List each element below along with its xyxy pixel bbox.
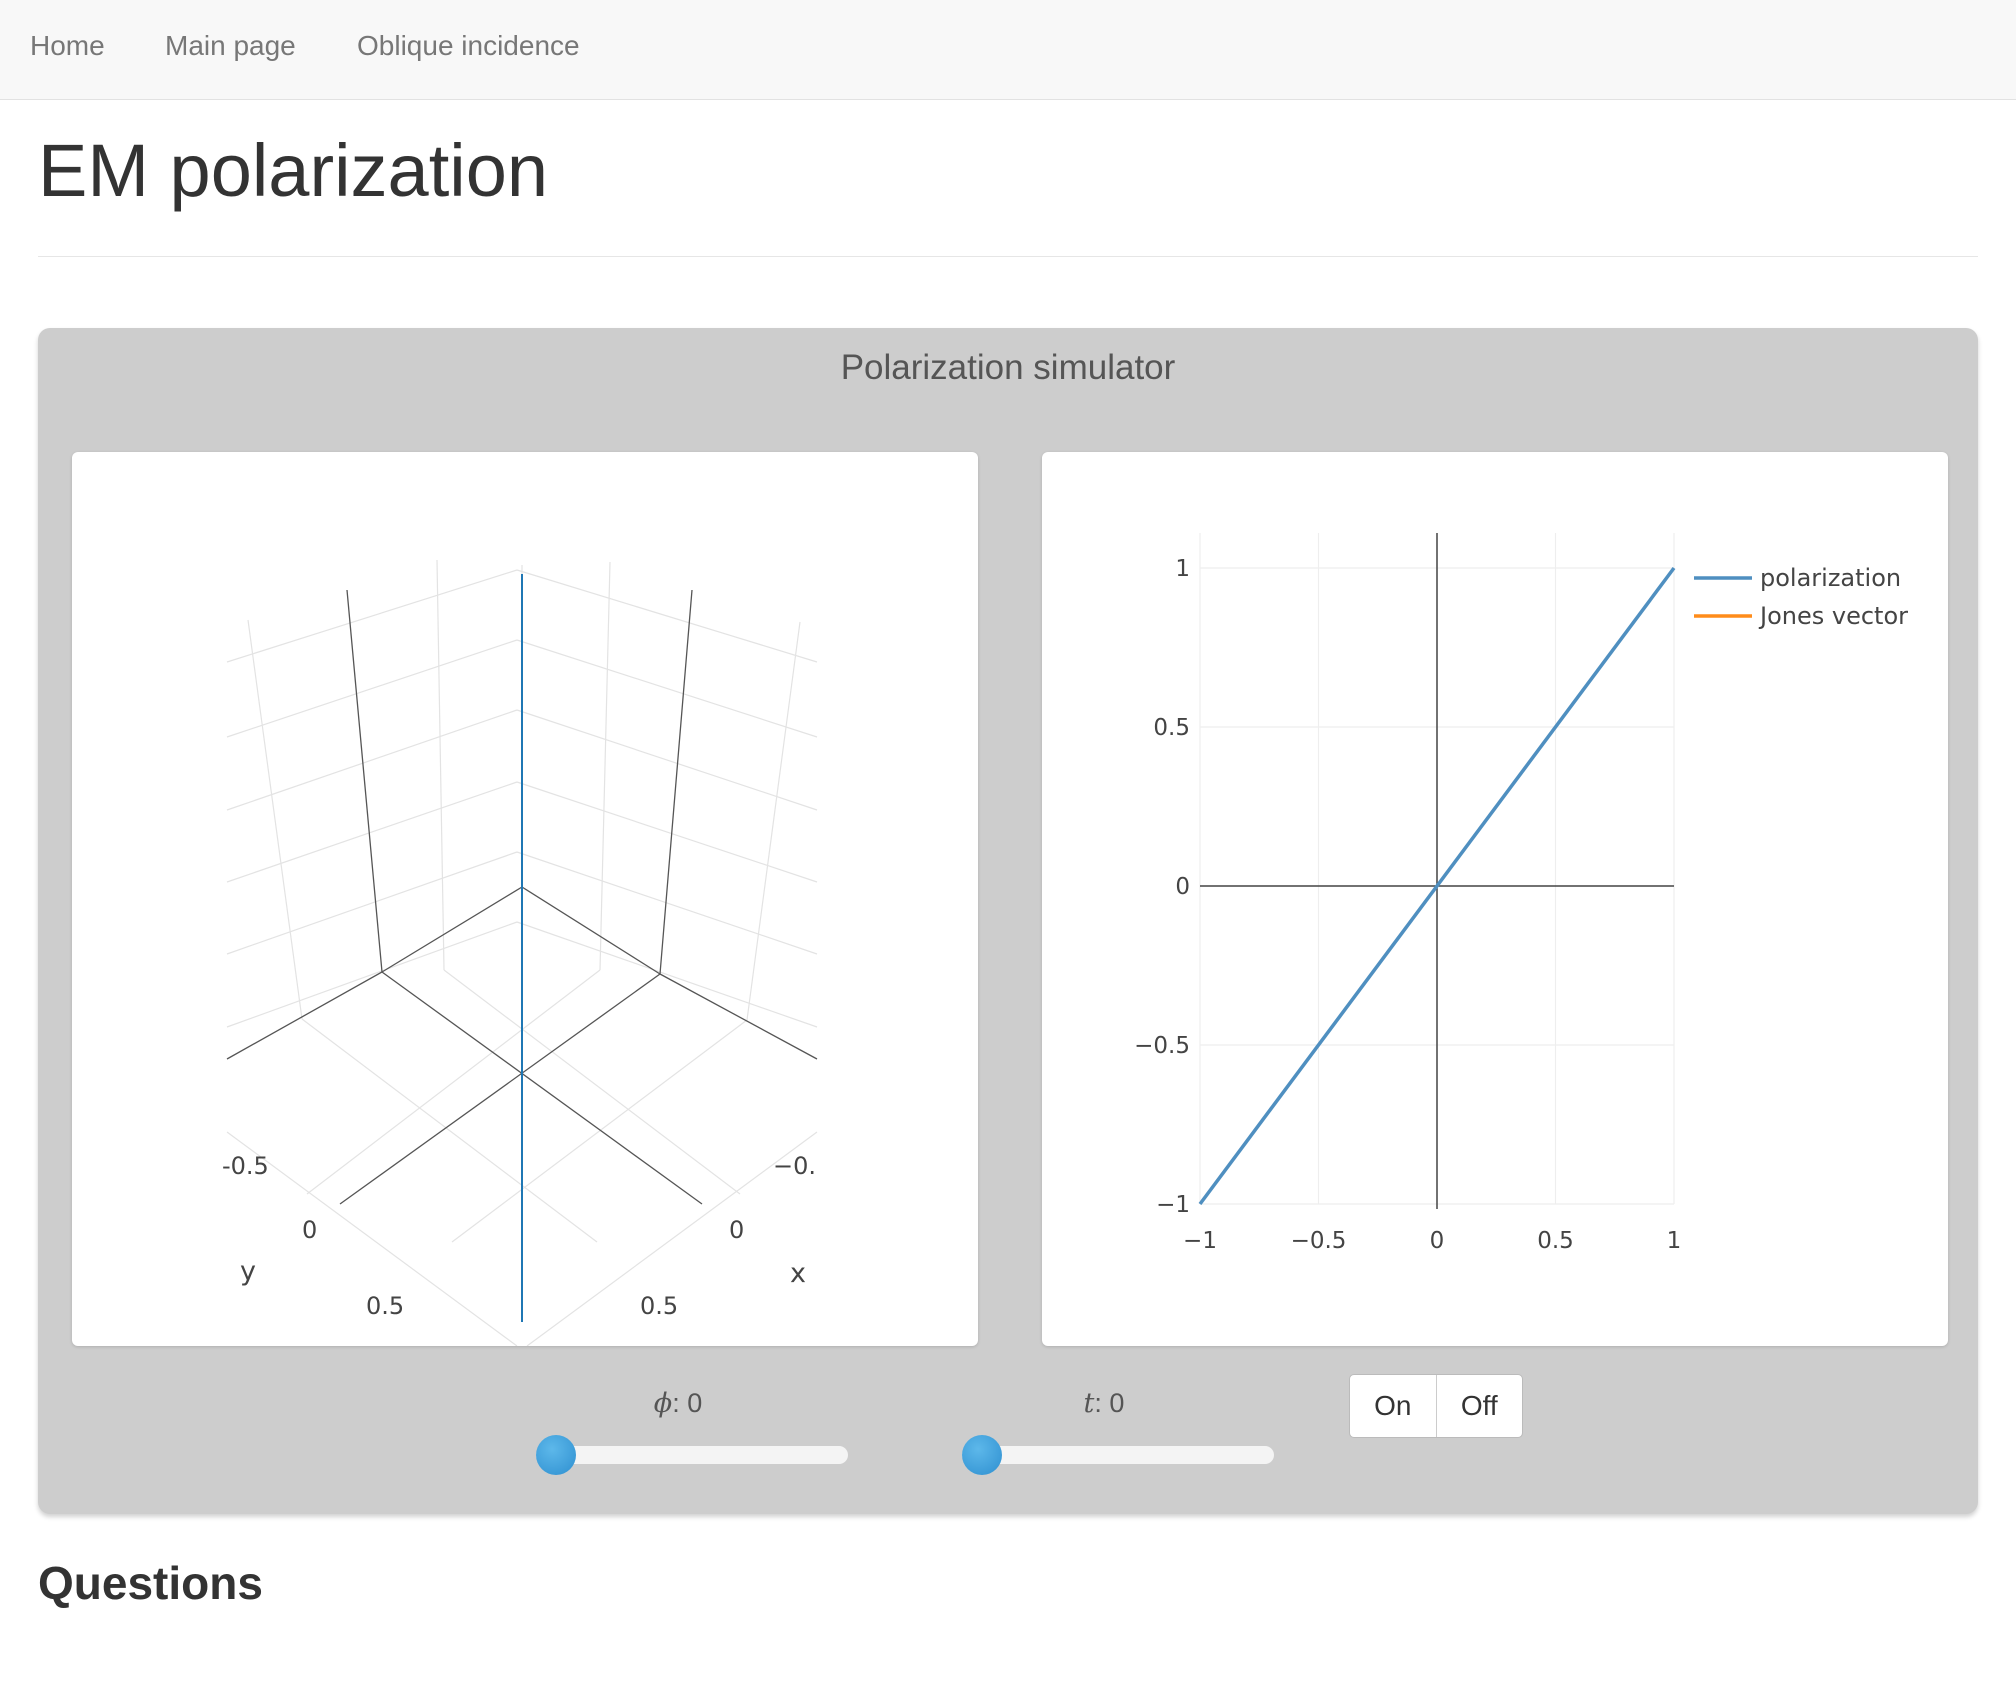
x-tick-label: −0. <box>773 1152 816 1180</box>
t-slider-handle[interactable] <box>962 1435 1002 1475</box>
x-axis-label: x <box>790 1258 806 1289</box>
x-tick-label: −0.5 <box>1291 1228 1347 1254</box>
y-tick-label: 0 <box>1175 874 1190 900</box>
plot-3d[interactable]: -0.5 0 0.5 y −0. 0 0.5 x <box>72 452 978 1346</box>
x-tick-label: 0.5 <box>640 1292 678 1320</box>
simulator-title: Polarization simulator <box>840 348 1176 387</box>
x-tick-label: 0 <box>729 1216 744 1244</box>
phi-slider-label: ϕ: 0 <box>653 1388 703 1419</box>
legend-entry[interactable]: polarization <box>1760 564 1901 592</box>
y-tick-label: 0.5 <box>1153 715 1190 741</box>
y-axis-label: y <box>240 1256 256 1287</box>
y-tick-label: 0.5 <box>366 1292 404 1320</box>
nav-home-link[interactable]: Home <box>30 30 105 61</box>
y-tick-label: −1 <box>1156 1192 1190 1218</box>
simulator-panel: Polarization simulator <box>38 328 1978 1514</box>
series-line-polarization <box>1198 566 1676 1206</box>
y-tick-label: 0 <box>302 1216 317 1244</box>
x-tick-label: 0.5 <box>1537 1228 1574 1254</box>
phi-slider-track[interactable] <box>536 1446 848 1464</box>
title-divider <box>38 256 1978 257</box>
nav-oblique-incidence-link[interactable]: Oblique incidence <box>357 30 580 61</box>
phi-slider-handle[interactable] <box>536 1435 576 1475</box>
animation-toggle: On Off <box>1349 1374 1523 1438</box>
x-tick-label: 1 <box>1667 1228 1682 1254</box>
nav-main-page-link[interactable]: Main page <box>165 30 296 61</box>
plot-2d-card[interactable]: −1 −0.5 0 0.5 1 −1 −0.5 0 0.5 1 polarization Jones … <box>1042 452 1948 1346</box>
plot-3d-axes <box>226 589 818 1205</box>
legend-entry[interactable]: Jones vector <box>1758 602 1908 630</box>
y-tick-label: 1 <box>1175 556 1190 582</box>
polarization-chart[interactable]: −1 −0.5 0 0.5 1 −1 −0.5 0 0.5 1 polarization Jones … <box>1042 452 1948 1346</box>
y-tick-label: −0.5 <box>1134 1033 1190 1059</box>
plot-3d-card[interactable]: -0.5 0 0.5 y −0. 0 0.5 x <box>72 452 978 1346</box>
navbar: Home Main page Oblique incidence <box>0 0 2016 100</box>
questions-heading: Questions <box>38 1557 263 1609</box>
x-tick-label: −1 <box>1183 1228 1217 1254</box>
t-slider-track[interactable] <box>962 1446 1274 1464</box>
t-slider-label: t: 0 <box>1083 1388 1125 1419</box>
page-title: EM polarization <box>38 129 549 212</box>
on-button[interactable]: On <box>1374 1390 1412 1421</box>
x-tick-label: 0 <box>1430 1228 1445 1254</box>
off-button[interactable]: Off <box>1435 1375 1523 1437</box>
y-tick-label: -0.5 <box>222 1152 269 1180</box>
